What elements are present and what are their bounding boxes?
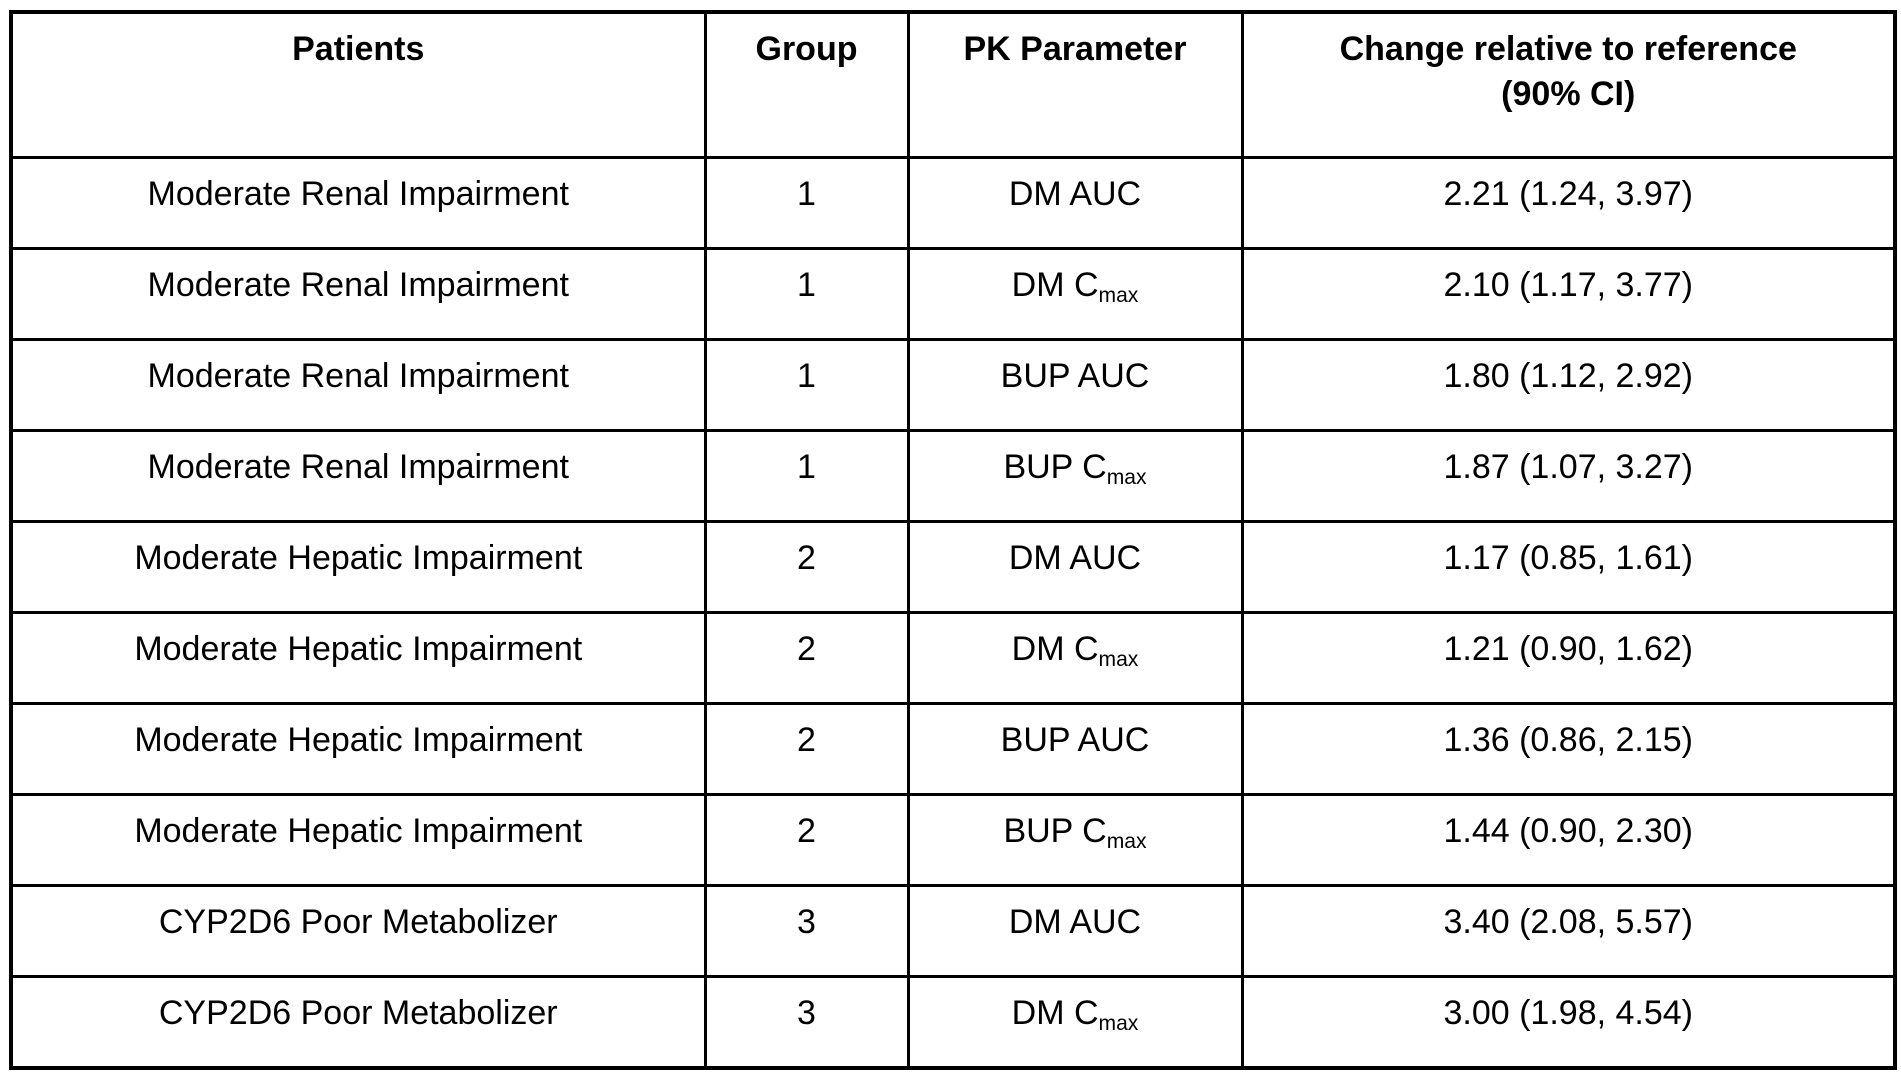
pk-parameter-cell: DM Cmax (906, 975, 1244, 1070)
change-cell: 2.21 (1.24, 3.97) (1240, 155, 1897, 250)
pk-parameter-cell: DM Cmax (906, 246, 1244, 341)
group-cell: 3 (703, 975, 910, 1070)
pk-parameter-cell: BUP AUC (906, 337, 1244, 432)
pk-parameter-cell: BUP Cmax (906, 793, 1244, 888)
pk-parameter-subscript: max (1098, 1012, 1139, 1036)
patients-cell: Moderate Hepatic Impairment (9, 519, 707, 614)
group-cell: 2 (703, 702, 910, 797)
group-cell: 1 (703, 337, 910, 432)
table-row: Moderate Hepatic Impairment 2 BUP AUC 1.… (9, 702, 1897, 797)
column-header-change-line1: Change relative to reference (1339, 30, 1797, 68)
group-cell: 3 (703, 884, 910, 979)
pk-parameter-main: BUP AUC (1000, 356, 1150, 395)
pk-parameter-main: BUP C (1003, 447, 1107, 486)
pk-parameter-main: DM C (1011, 994, 1099, 1033)
group-cell: 2 (703, 610, 910, 706)
patients-cell: CYP2D6 Poor Metabolizer (9, 884, 707, 979)
pk-parameter-cell: BUP AUC (906, 702, 1244, 797)
pk-parameter-subscript: max (1098, 283, 1139, 307)
header-row: Patients Group PK Parameter Change relat… (9, 10, 1897, 159)
patients-cell: Moderate Renal Impairment (9, 428, 707, 523)
table-row: Moderate Hepatic Impairment 2 BUP Cmax 1… (9, 793, 1897, 888)
pk-parameter-cell: DM AUC (906, 519, 1244, 614)
table-row: Moderate Hepatic Impairment 2 DM Cmax 1.… (9, 610, 1897, 706)
pk-parameter-main: BUP AUC (1000, 721, 1150, 760)
change-cell: 1.21 (0.90, 1.62) (1240, 610, 1897, 706)
pk-parameter-cell: DM AUC (906, 155, 1244, 250)
table-row: Moderate Renal Impairment 1 BUP AUC 1.80… (9, 337, 1897, 432)
patients-cell: Moderate Renal Impairment (9, 155, 707, 250)
change-cell: 1.36 (0.86, 2.15) (1240, 702, 1897, 797)
pk-parameter-cell: DM Cmax (906, 610, 1244, 706)
table-row: Moderate Renal Impairment 1 DM Cmax 2.10… (9, 246, 1897, 341)
column-header-pk-parameter: PK Parameter (906, 10, 1244, 159)
group-cell: 1 (703, 428, 910, 523)
pk-parameter-main: DM AUC (1008, 903, 1142, 942)
pk-parameter-main: DM C (1011, 265, 1099, 304)
patients-cell: Moderate Hepatic Impairment (9, 610, 707, 706)
change-cell: 3.00 (1.98, 4.54) (1240, 975, 1897, 1070)
column-header-change: Change relative to reference (90% CI) (1240, 10, 1897, 159)
pk-parameter-subscript: max (1106, 830, 1147, 854)
patients-cell: Moderate Hepatic Impairment (9, 793, 707, 888)
change-cell: 1.17 (0.85, 1.61) (1240, 519, 1897, 614)
pk-parameter-subscript: max (1098, 647, 1139, 671)
pk-change-table: Patients Group PK Parameter Change relat… (9, 10, 1897, 1070)
change-cell: 1.80 (1.12, 2.92) (1240, 337, 1897, 432)
change-cell: 1.87 (1.07, 3.27) (1240, 428, 1897, 523)
table-row: Moderate Renal Impairment 1 BUP Cmax 1.8… (9, 428, 1897, 523)
patients-cell: Moderate Renal Impairment (9, 246, 707, 341)
table-row: CYP2D6 Poor Metabolizer 3 DM Cmax 3.00 (… (9, 975, 1897, 1070)
change-cell: 3.40 (2.08, 5.57) (1240, 884, 1897, 979)
group-cell: 1 (703, 155, 910, 250)
group-cell: 2 (703, 519, 910, 614)
change-cell: 2.10 (1.17, 3.77) (1240, 246, 1897, 341)
pk-parameter-main: BUP C (1003, 812, 1107, 851)
table-row: CYP2D6 Poor Metabolizer 3 DM AUC 3.40 (2… (9, 884, 1897, 979)
patients-cell: CYP2D6 Poor Metabolizer (9, 975, 707, 1070)
column-header-change-line2: (90% CI) (1501, 74, 1636, 113)
column-header-group: Group (703, 10, 910, 159)
pk-parameter-main: DM AUC (1008, 174, 1142, 213)
pk-parameter-cell: DM AUC (906, 884, 1244, 979)
patients-cell: Moderate Renal Impairment (9, 337, 707, 432)
table-row: Moderate Hepatic Impairment 2 DM AUC 1.1… (9, 519, 1897, 614)
pk-parameter-main: DM C (1011, 629, 1099, 668)
group-cell: 1 (703, 246, 910, 341)
change-cell: 1.44 (0.90, 2.30) (1240, 793, 1897, 888)
column-header-patients: Patients (9, 10, 707, 159)
table-row: Moderate Renal Impairment 1 DM AUC 2.21 … (9, 155, 1897, 250)
pk-parameter-subscript: max (1106, 465, 1147, 489)
patients-cell: Moderate Hepatic Impairment (9, 702, 707, 797)
pk-parameter-main: DM AUC (1008, 538, 1142, 577)
pk-parameter-cell: BUP Cmax (906, 428, 1244, 523)
group-cell: 2 (703, 793, 910, 888)
